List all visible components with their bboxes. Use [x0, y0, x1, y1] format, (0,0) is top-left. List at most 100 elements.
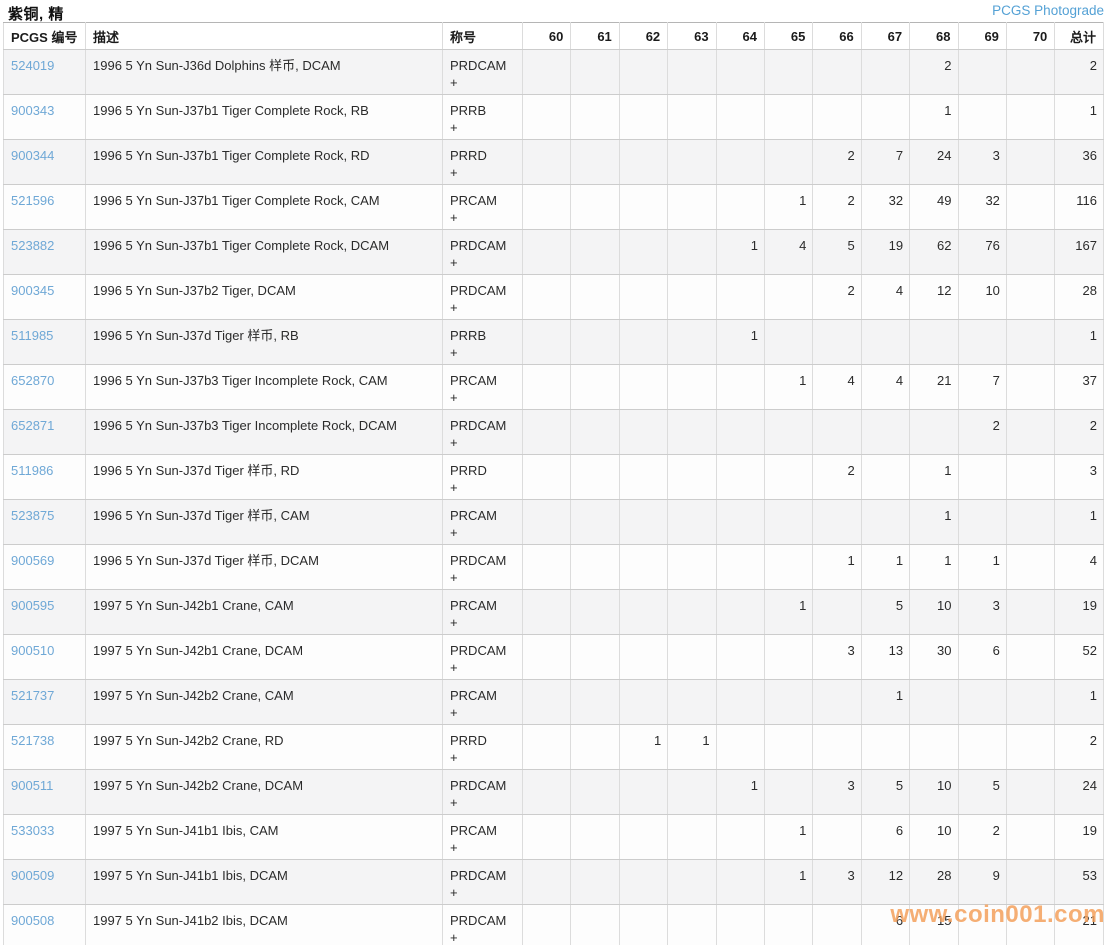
designation-plus: +: [450, 120, 458, 135]
pcgs-number-link[interactable]: 533033: [11, 823, 55, 838]
grade-cell-69: 2: [957, 409, 1007, 455]
table-row: 533033 1997 5 Yn Sun-J41b1 Ibis, CAM PRCAM…: [3, 814, 1104, 860]
grade-cell-69: 7: [957, 364, 1007, 410]
grade-cell-61: [570, 319, 620, 365]
grade-cell-63: [667, 94, 717, 140]
pcgs-number-link[interactable]: 652870: [11, 373, 55, 388]
grade-cell-69: 6: [957, 634, 1007, 680]
pcgs-number-link[interactable]: 511985: [11, 328, 54, 343]
grade-cell-61: [570, 499, 620, 545]
grade-cell-62: [618, 544, 669, 590]
pcgs-number-link[interactable]: 900510: [11, 643, 55, 658]
grade-cell-60: [521, 319, 572, 365]
pcgs-number-cell: 521738: [3, 724, 86, 770]
designation-label: PRCAM: [450, 373, 497, 388]
table-row: 900343 1996 5 Yn Sun-J37b1 Tiger Complete…: [3, 94, 1104, 140]
total-cell: 21: [1054, 904, 1104, 945]
grade-cell-68: 62: [909, 229, 959, 275]
grade-cell-67: 4: [860, 364, 911, 410]
grade-cell-69: 2: [957, 814, 1007, 860]
column-header-total: 总计: [1054, 22, 1104, 50]
total-cell: 24: [1054, 769, 1104, 815]
grade-cell-62: [618, 319, 669, 365]
column-header-63: 63: [667, 22, 717, 50]
grade-cell-66: [812, 814, 862, 860]
grade-cell-64: [715, 724, 765, 770]
grade-cell-62: [618, 94, 669, 140]
grade-cell-60: [521, 49, 572, 95]
designation-plus: +: [450, 75, 458, 90]
grade-cell-66: [812, 49, 862, 95]
pcgs-number-link[interactable]: 900509: [11, 868, 55, 883]
designation-cell: PRCAM +: [442, 364, 523, 410]
designation-cell: PRDCAM +: [442, 229, 523, 275]
grade-cell-67: [860, 724, 911, 770]
pcgs-number-link[interactable]: 523882: [11, 238, 55, 253]
pcgs-number-link[interactable]: 900569: [11, 553, 55, 568]
designation-cell: PRCAM +: [442, 499, 523, 545]
description-cell: 1997 5 Yn Sun-J41b2 Ibis, DCAM: [85, 904, 443, 945]
grade-cell-62: [618, 274, 669, 320]
pcgs-number-link[interactable]: 521737: [11, 688, 55, 703]
grade-cell-63: [667, 769, 717, 815]
total-cell: 2: [1054, 724, 1104, 770]
grade-cell-64: [715, 454, 765, 500]
total-cell: 2: [1054, 49, 1104, 95]
grade-cell-61: [570, 634, 620, 680]
grade-cell-70: [1005, 679, 1056, 725]
pcgs-number-link[interactable]: 900511: [11, 778, 54, 793]
description-cell: 1997 5 Yn Sun-J42b2 Crane, DCAM: [85, 769, 443, 815]
grade-cell-60: [521, 589, 572, 635]
pcgs-number-link[interactable]: 523875: [11, 508, 55, 523]
grade-cell-61: [570, 229, 620, 275]
grade-cell-61: [570, 724, 620, 770]
pcgs-number-link[interactable]: 511986: [11, 463, 54, 478]
designation-label: PRRB: [450, 103, 487, 118]
grade-cell-65: [763, 904, 814, 945]
grade-cell-65: 1: [763, 859, 814, 905]
grade-cell-65: [763, 724, 814, 770]
pcgs-number-link[interactable]: 652871: [11, 418, 55, 433]
pcgs-number-link[interactable]: 900343: [11, 103, 55, 118]
pcgs-number-link[interactable]: 900345: [11, 283, 55, 298]
grade-cell-64: [715, 634, 765, 680]
grade-cell-62: [618, 364, 669, 410]
designation-label: PRCAM: [450, 598, 497, 613]
pcgs-number-link[interactable]: 900595: [11, 598, 55, 613]
description-cell: 1997 5 Yn Sun-J42b1 Crane, DCAM: [85, 634, 443, 680]
pcgs-number-link[interactable]: 521738: [11, 733, 55, 748]
description-cell: 1996 5 Yn Sun-J37b1 Tiger Complete Rock,…: [85, 229, 443, 275]
grade-cell-66: [812, 94, 862, 140]
pcgs-number-cell: 521737: [3, 679, 86, 725]
grade-cell-69: [957, 454, 1007, 500]
pcgs-number-link[interactable]: 521596: [11, 193, 55, 208]
designation-label: PRCAM: [450, 508, 497, 523]
total-cell: 19: [1054, 589, 1104, 635]
pcgs-number-cell: 900511: [3, 769, 86, 815]
photograde-link[interactable]: PCGS Photograde: [992, 3, 1104, 18]
designation-cell: PRRD +: [442, 139, 523, 185]
grade-cell-62: [618, 814, 669, 860]
column-header-65: 65: [763, 22, 814, 50]
grade-cell-70: [1005, 769, 1056, 815]
grade-cell-65: [763, 769, 814, 815]
designation-plus: +: [450, 390, 458, 405]
grade-cell-61: [570, 274, 620, 320]
grade-cell-69: [957, 49, 1007, 95]
grade-cell-63: [667, 139, 717, 185]
grade-cell-64: [715, 679, 765, 725]
grade-cell-66: 3: [812, 769, 862, 815]
description-cell: 1997 5 Yn Sun-J42b2 Crane, CAM: [85, 679, 443, 725]
grade-cell-63: [667, 679, 717, 725]
grade-cell-67: [860, 454, 911, 500]
pcgs-number-link[interactable]: 900344: [11, 148, 55, 163]
designation-plus: +: [450, 795, 458, 810]
grade-cell-62: [618, 139, 669, 185]
grade-cell-62: [618, 859, 669, 905]
pcgs-number-link[interactable]: 524019: [11, 58, 55, 73]
grade-cell-62: [618, 769, 669, 815]
grade-cell-62: 1: [618, 724, 669, 770]
grade-cell-67: 1: [860, 679, 911, 725]
grade-cell-69: [957, 94, 1007, 140]
pcgs-number-link[interactable]: 900508: [11, 913, 55, 928]
